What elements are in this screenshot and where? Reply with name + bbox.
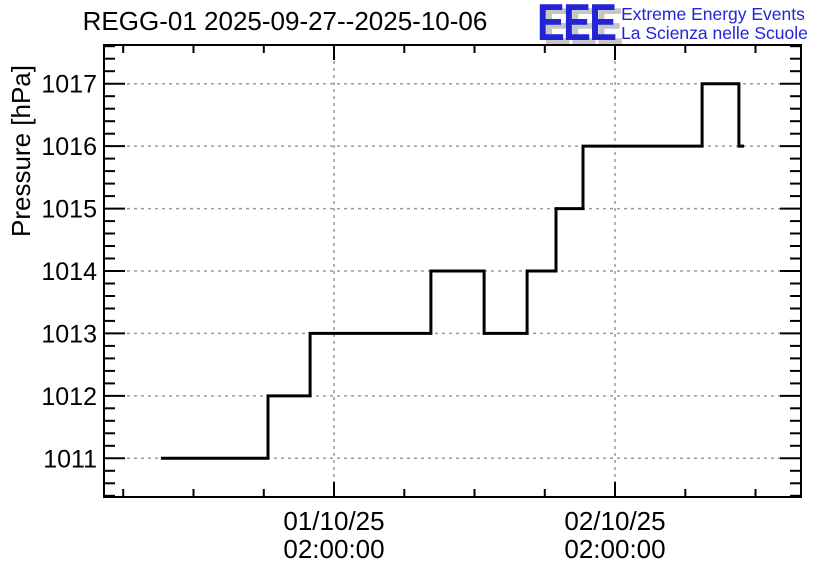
y-tick-label: 1013 — [41, 320, 97, 348]
y-tick-label: 1015 — [41, 196, 97, 224]
y-tick-label: 1012 — [41, 383, 97, 411]
x-tick-label-time: 02:00:00 — [564, 534, 665, 564]
eee-logo-acronym: EEE — [537, 0, 617, 52]
eee-logo-tagline-2: La Scienza nelle Scuole — [621, 23, 808, 43]
pressure-step-curve — [160, 82, 744, 460]
y-tick-label: 1014 — [41, 258, 97, 286]
y-tick-label: 1016 — [41, 133, 97, 161]
eee-logo-taglines: Extreme Energy Events La Scienza nelle S… — [621, 1, 808, 43]
y-tick-label: 1017 — [41, 71, 97, 99]
x-tick-label-date: 01/10/25 — [283, 506, 384, 536]
chart-title: REGG-01 2025-09-27--2025-10-06 — [82, 6, 488, 36]
eee-logo: EEE Extreme Energy Events La Scienza nel… — [537, 0, 808, 52]
y-tick-label: 1011 — [43, 445, 97, 473]
x-tick-label-date: 02/10/25 — [564, 506, 665, 536]
x-tick-label-time: 02:00:00 — [283, 534, 384, 564]
y-axis-title: Pressure [hPa] — [6, 65, 36, 237]
eee-logo-tagline-1: Extreme Energy Events — [621, 4, 805, 24]
